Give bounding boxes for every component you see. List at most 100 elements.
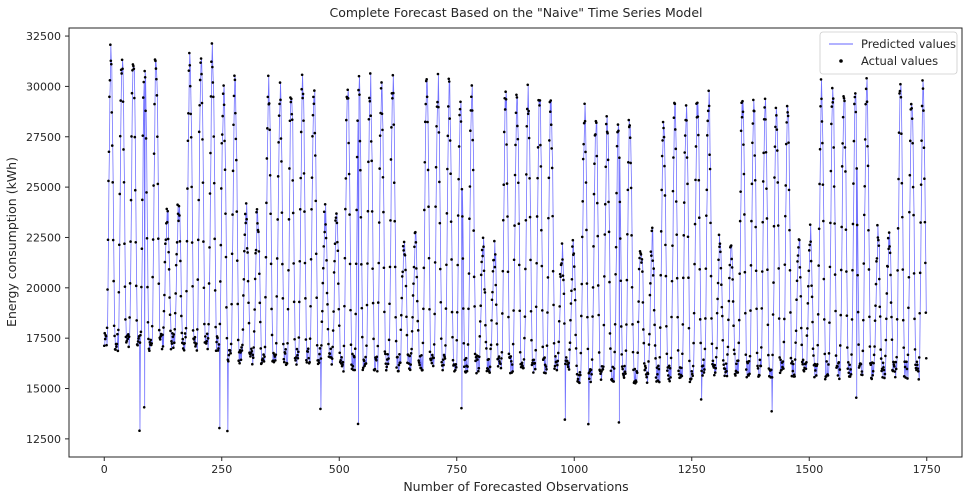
actual-point — [581, 157, 585, 161]
actual-point — [392, 123, 396, 126]
actual-point — [788, 228, 791, 232]
actual-point — [642, 341, 646, 345]
actual-point — [439, 337, 443, 340]
actual-point — [770, 376, 774, 379]
actual-point — [659, 230, 663, 233]
actual-point — [599, 378, 603, 381]
actual-point — [143, 69, 146, 73]
actual-point — [232, 94, 236, 98]
actual-point — [535, 261, 538, 265]
actual-point — [425, 95, 429, 99]
actual-point — [526, 83, 530, 87]
actual-point — [767, 353, 770, 357]
actual-point — [225, 336, 229, 340]
actual-point — [646, 372, 650, 376]
actual-point — [258, 320, 262, 324]
actual-point — [877, 238, 880, 242]
actual-point — [649, 250, 653, 253]
actual-point — [132, 64, 135, 68]
actual-point — [912, 213, 915, 217]
actual-point — [436, 72, 440, 76]
actual-point — [759, 364, 763, 368]
actual-point — [280, 211, 284, 214]
actual-point — [472, 275, 476, 279]
actual-point — [744, 311, 747, 315]
actual-point — [875, 257, 879, 260]
actual-point — [660, 154, 664, 158]
plot-area — [68, 27, 963, 458]
actual-point — [110, 144, 114, 147]
actual-point — [300, 73, 304, 77]
actual-point — [360, 263, 363, 266]
actual-point — [446, 134, 450, 138]
actual-point — [190, 185, 193, 189]
actual-point — [687, 276, 690, 280]
actual-point — [820, 97, 823, 101]
actual-point — [411, 294, 415, 297]
actual-point — [716, 297, 719, 301]
actual-point — [456, 263, 459, 267]
actual-point — [831, 97, 835, 100]
actual-point — [187, 111, 190, 115]
actual-point — [211, 95, 215, 99]
actual-point — [172, 333, 176, 336]
actual-point — [212, 135, 216, 138]
actual-point — [694, 178, 697, 182]
actual-point — [165, 207, 169, 211]
actual-point — [320, 320, 324, 323]
actual-point — [669, 356, 673, 360]
actual-point — [171, 335, 175, 339]
actual-point — [662, 135, 666, 139]
actual-point — [595, 121, 598, 124]
actual-point — [852, 139, 856, 143]
actual-point — [743, 213, 746, 216]
actual-point — [924, 311, 928, 314]
actual-point — [600, 370, 603, 373]
actual-point — [686, 182, 689, 186]
actual-point — [882, 368, 886, 372]
actual-point — [488, 365, 492, 369]
actual-point — [513, 224, 516, 227]
actual-point — [618, 156, 621, 159]
actual-point — [669, 376, 672, 379]
actual-point — [474, 359, 477, 363]
actual-point — [620, 353, 624, 356]
actual-point — [317, 358, 320, 362]
actual-point — [820, 120, 824, 123]
actual-point — [752, 109, 756, 113]
actual-point — [325, 291, 329, 295]
actual-point — [391, 96, 394, 100]
actual-point — [547, 216, 550, 220]
y-axis-label: Energy consumption (kWh) — [4, 157, 19, 327]
legend-box — [819, 31, 958, 75]
actual-point — [215, 340, 218, 344]
actual-point — [142, 406, 146, 409]
actual-point — [629, 161, 632, 165]
actual-point — [156, 135, 159, 138]
actual-point — [534, 305, 538, 309]
actual-point — [667, 364, 671, 368]
actual-point — [393, 265, 397, 269]
actual-point — [898, 89, 902, 93]
actual-point — [117, 290, 121, 294]
actual-point — [603, 233, 607, 236]
actual-point — [825, 360, 828, 363]
actual-point — [867, 228, 870, 232]
actual-point — [821, 141, 824, 145]
actual-point — [811, 347, 815, 351]
actual-point — [701, 364, 705, 368]
actual-point — [916, 363, 919, 367]
actual-point — [848, 363, 851, 367]
actual-point — [874, 282, 878, 286]
actual-point — [263, 345, 267, 349]
actual-point — [308, 360, 311, 364]
actual-point — [485, 369, 489, 373]
actual-point — [875, 260, 878, 263]
actual-point — [495, 343, 499, 346]
actual-point — [144, 137, 148, 140]
actual-point — [175, 241, 179, 244]
actual-point — [298, 259, 302, 263]
actual-point — [109, 43, 112, 46]
actual-point — [842, 96, 846, 100]
actual-point — [184, 335, 187, 339]
